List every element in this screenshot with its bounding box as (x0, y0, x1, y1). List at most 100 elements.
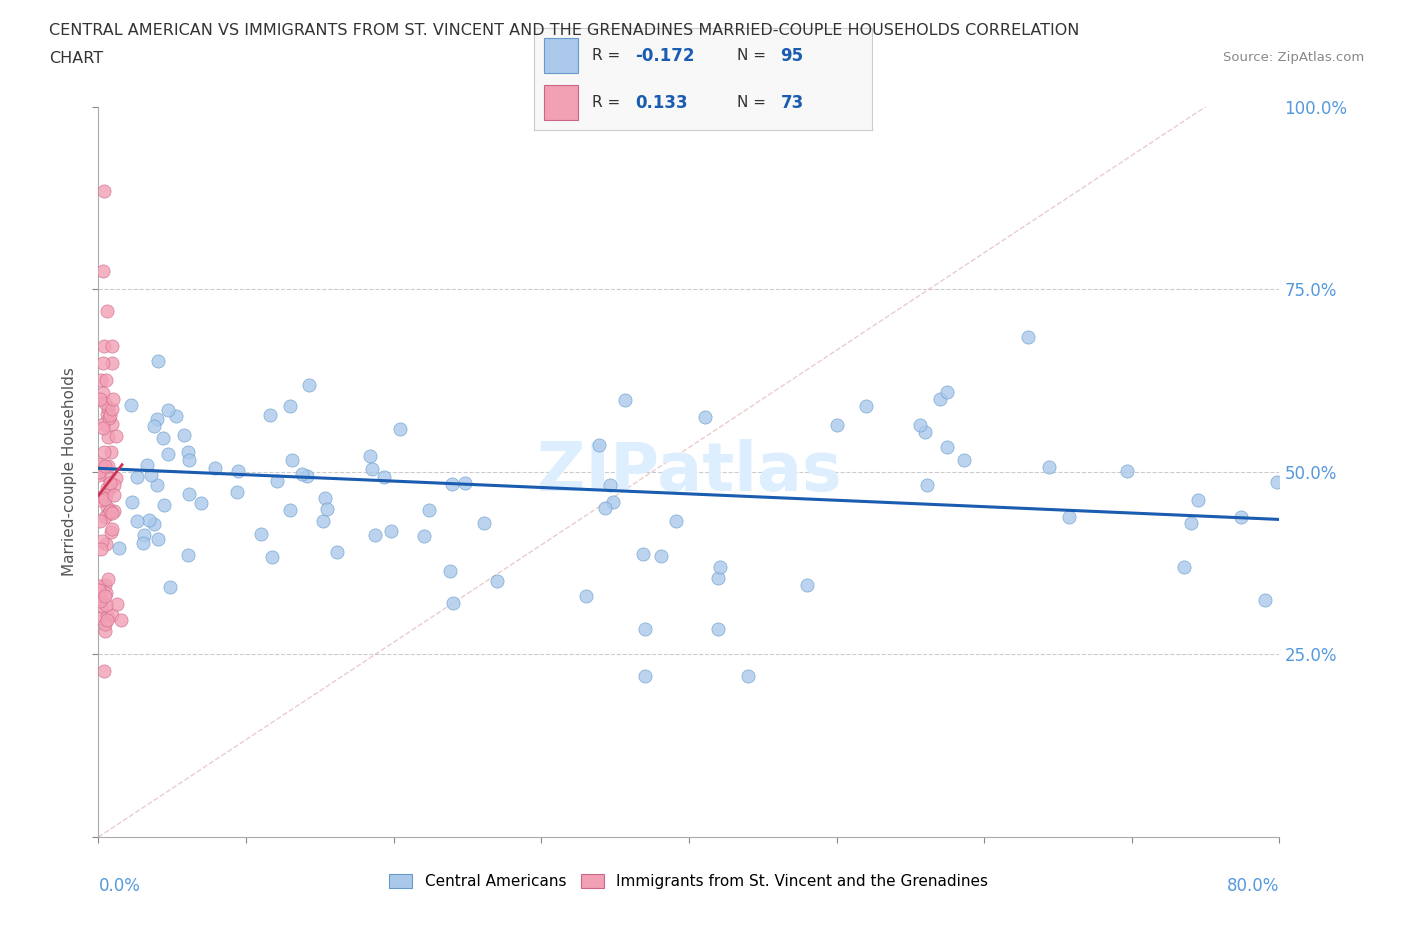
Point (413, 528, 436, 543)
Point (664, 513, 686, 528)
Point (94, 467, 117, 482)
Point (94, 396, 117, 411)
Point (108, 541, 131, 556)
Point (278, 398, 301, 413)
Point (360, 462, 382, 477)
Text: 95: 95 (780, 46, 804, 64)
Point (226, 463, 249, 478)
Text: 0.0%: 0.0% (98, 877, 141, 896)
Point (90, 372, 112, 387)
Point (93, 510, 115, 525)
Point (100, 445, 122, 459)
Point (89, 582, 111, 597)
Point (316, 502, 339, 517)
Point (326, 544, 349, 559)
Point (439, 564, 461, 578)
Point (1057, 510, 1080, 525)
Point (575, 589, 598, 604)
Point (1116, 463, 1139, 478)
Point (121, 495, 143, 510)
Point (90, 541, 112, 556)
Point (94, 586, 117, 601)
Point (314, 491, 336, 506)
Point (132, 528, 155, 543)
Point (441, 476, 464, 491)
Point (226, 485, 249, 499)
Point (295, 469, 318, 484)
Point (98, 504, 121, 519)
Point (159, 579, 181, 594)
Text: N =: N = (737, 95, 766, 110)
Point (101, 607, 124, 622)
Point (96, 481, 118, 496)
Point (599, 478, 621, 493)
Point (94, 492, 117, 507)
Point (93, 458, 115, 473)
Point (297, 378, 319, 392)
Point (291, 467, 314, 482)
Point (486, 574, 509, 589)
Point (190, 496, 212, 511)
Point (204, 460, 226, 475)
Point (104, 429, 127, 444)
Point (101, 339, 124, 353)
Text: 73: 73 (780, 94, 804, 112)
Text: Source: ZipAtlas.com: Source: ZipAtlas.com (1223, 51, 1364, 64)
Point (631, 547, 654, 562)
Point (359, 448, 381, 463)
Point (100, 417, 122, 432)
Point (146, 411, 169, 426)
Point (614, 392, 637, 407)
Point (90, 458, 112, 473)
Point (89, 464, 111, 479)
Point (593, 500, 616, 515)
Point (259, 408, 281, 423)
Point (100, 525, 122, 539)
Point (634, 669, 657, 684)
Bar (544, 38, 578, 73)
Point (380, 524, 402, 538)
Point (91, 416, 114, 431)
Point (97, 429, 120, 444)
Point (93, 339, 115, 353)
Point (709, 560, 731, 575)
Point (825, 417, 848, 432)
Point (98, 410, 121, 425)
Point (935, 384, 957, 399)
Point (910, 418, 932, 432)
Point (100, 402, 122, 417)
Point (266, 473, 288, 488)
Point (153, 498, 176, 512)
Point (364, 527, 387, 542)
Point (634, 621, 657, 636)
Point (952, 453, 974, 468)
Y-axis label: Married-couple Households: Married-couple Households (62, 367, 77, 577)
Point (173, 428, 195, 443)
Point (91, 264, 114, 279)
Point (388, 422, 411, 437)
Point (91, 534, 114, 549)
Point (103, 392, 125, 406)
Point (89, 611, 111, 626)
Point (602, 495, 624, 510)
Text: CENTRAL AMERICAN VS IMMIGRANTS FROM ST. VINCENT AND THE GRENADINES MARRIED-COUPL: CENTRAL AMERICAN VS IMMIGRANTS FROM ST. … (49, 23, 1080, 38)
Point (146, 353, 169, 368)
Point (98, 475, 121, 490)
Point (96, 304, 118, 319)
Point (91, 355, 114, 370)
Point (103, 487, 125, 502)
Point (1038, 459, 1060, 474)
Point (177, 548, 200, 563)
Point (1173, 560, 1195, 575)
Text: R =: R = (592, 48, 620, 63)
Point (110, 612, 132, 627)
Point (94, 487, 117, 502)
Point (1187, 493, 1209, 508)
Point (120, 398, 142, 413)
Point (138, 513, 160, 528)
Legend: Central Americans, Immigrants from St. Vincent and the Grenadines: Central Americans, Immigrants from St. V… (384, 868, 994, 895)
Point (280, 502, 302, 517)
Point (98, 482, 121, 497)
Point (1229, 510, 1251, 525)
Point (94, 617, 117, 631)
